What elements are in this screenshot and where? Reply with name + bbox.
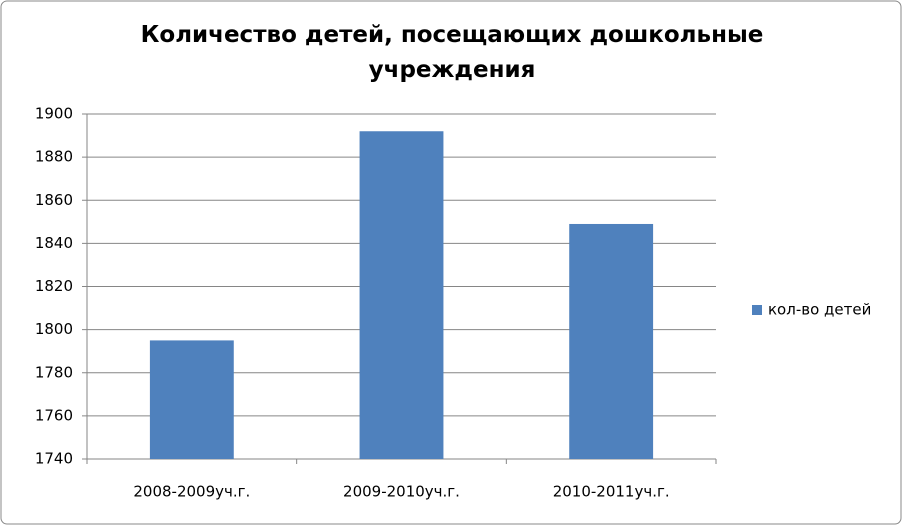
y-tick-label: 1880 xyxy=(35,148,73,166)
y-tick-label: 1760 xyxy=(35,406,73,424)
bar xyxy=(569,223,654,459)
y-tick-label: 1860 xyxy=(35,191,73,209)
bar xyxy=(149,340,234,459)
y-tick-label: 1840 xyxy=(35,234,73,252)
bar xyxy=(359,131,444,459)
y-tick-label: 1740 xyxy=(35,450,73,468)
y-tick-label: 1780 xyxy=(35,363,73,381)
x-tick-label: 2009-2010уч.г. xyxy=(343,483,460,501)
y-tick-label: 1800 xyxy=(35,320,73,338)
chart-title: Количество детей, посещающих дошкольные … xyxy=(140,22,764,83)
legend-swatch xyxy=(752,305,762,315)
y-tick-label: 1900 xyxy=(35,105,73,123)
legend-label: кол-во детей xyxy=(768,301,871,319)
x-tick-label: 2010-2011уч.г. xyxy=(553,483,670,501)
y-tick-label: 1820 xyxy=(35,277,73,295)
x-tick-label: 2008-2009уч.г. xyxy=(133,483,250,501)
